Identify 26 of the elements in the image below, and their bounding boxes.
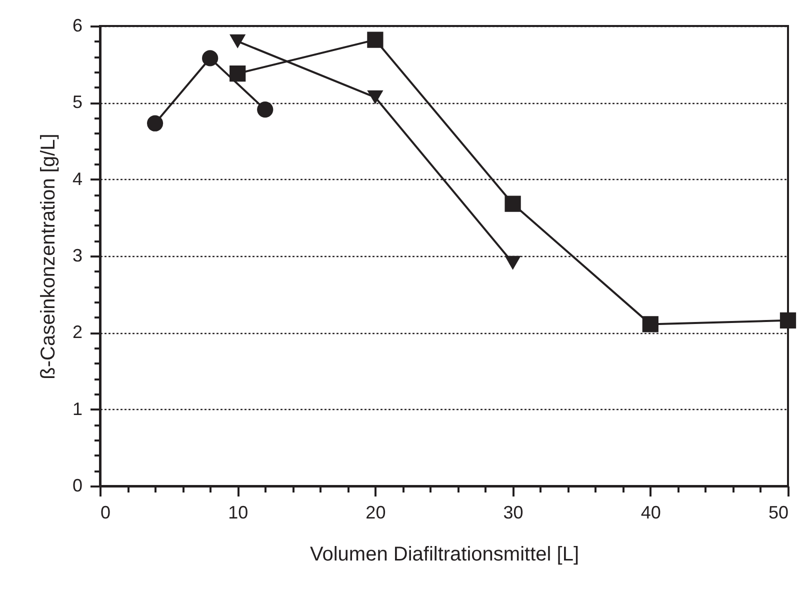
point xyxy=(780,312,796,328)
y-tick-label: 0 xyxy=(72,476,82,496)
x-axis-title: Volumen Diafiltrationsmittel [L] xyxy=(310,544,580,566)
x-tick-label: 40 xyxy=(640,502,661,522)
x-tick-label: 0 xyxy=(100,502,111,522)
y-tick-label: 3 xyxy=(72,246,82,266)
y-tick-label: 4 xyxy=(72,168,82,189)
point xyxy=(504,196,521,212)
y-tick-label: 5 xyxy=(72,92,82,112)
y-tick-label: 2 xyxy=(72,322,82,342)
point xyxy=(257,102,274,118)
y-tick-label: 1 xyxy=(72,398,82,419)
point xyxy=(367,32,384,48)
x-tick-label: 30 xyxy=(503,502,524,522)
x-tick-label: 10 xyxy=(228,502,248,522)
y-tick-label: 6 xyxy=(72,16,82,36)
point xyxy=(642,316,658,332)
x-tick-label: 20 xyxy=(366,502,386,522)
y-axis-title: ß-Caseinkonzentration [g/L] xyxy=(37,134,60,380)
x-tick-label: 50 xyxy=(768,502,788,522)
point xyxy=(230,65,246,82)
point xyxy=(146,115,164,132)
point xyxy=(230,34,246,48)
point xyxy=(202,50,218,66)
point xyxy=(504,256,521,270)
point xyxy=(367,90,384,104)
